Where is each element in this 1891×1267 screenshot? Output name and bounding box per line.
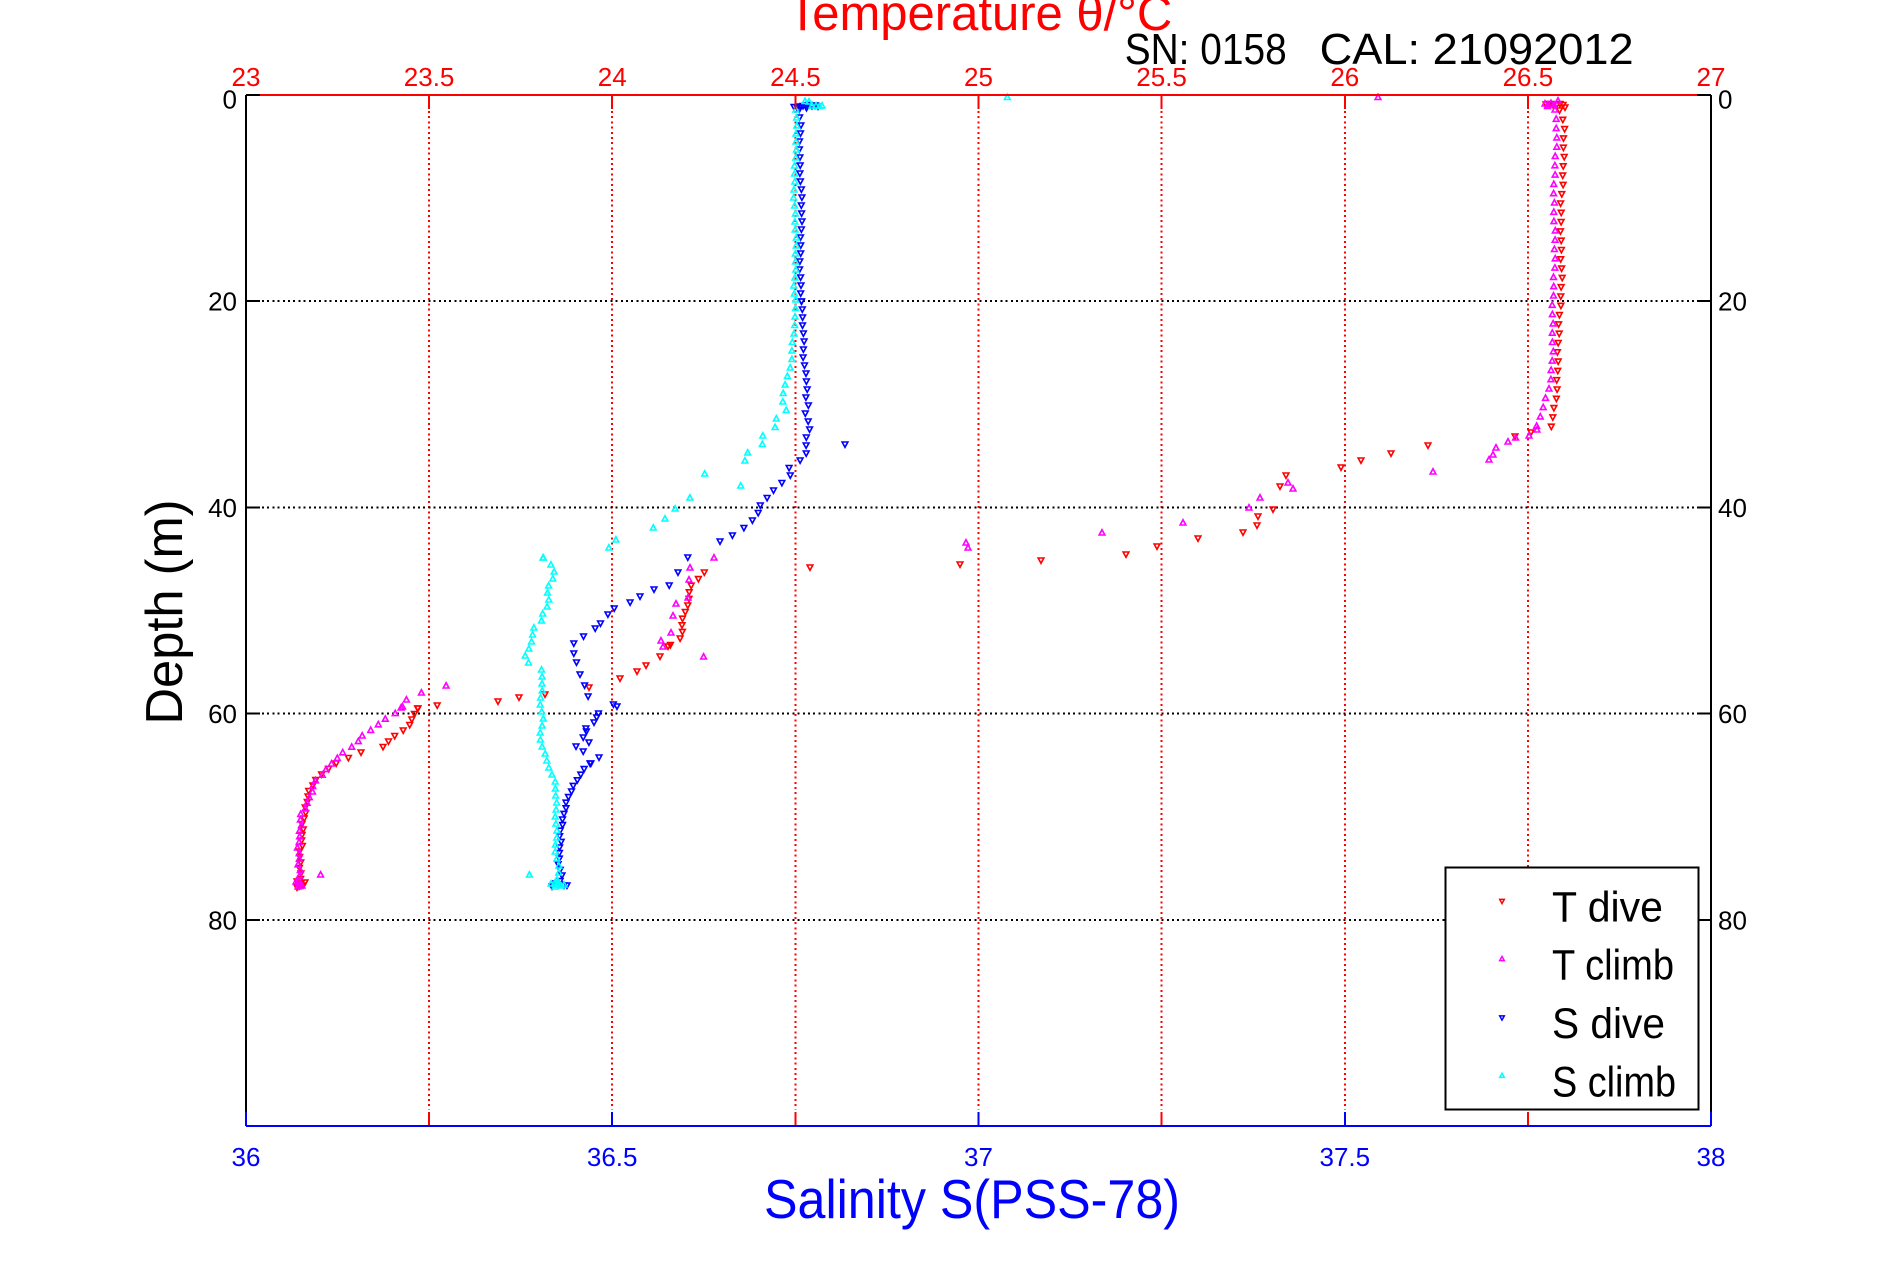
- svg-text:24.5: 24.5: [770, 62, 821, 92]
- svg-text:60: 60: [1718, 699, 1747, 729]
- svg-text:T dive: T dive: [1552, 884, 1663, 932]
- svg-text:SN: 0158: SN: 0158: [1125, 25, 1287, 74]
- svg-text:23: 23: [232, 62, 261, 92]
- svg-text:26.5: 26.5: [1503, 62, 1554, 92]
- svg-text:0: 0: [1718, 85, 1732, 115]
- svg-text:40: 40: [208, 493, 237, 523]
- svg-text:25.5: 25.5: [1136, 62, 1187, 92]
- svg-text:80: 80: [208, 905, 237, 935]
- svg-text:27: 27: [1697, 62, 1726, 92]
- svg-text:20: 20: [208, 287, 237, 317]
- svg-text:Depth (m): Depth (m): [136, 500, 194, 725]
- svg-text:36: 36: [232, 1142, 261, 1172]
- svg-text:25: 25: [964, 62, 993, 92]
- svg-text:CAL: 21092012: CAL: 21092012: [1320, 25, 1634, 74]
- svg-text:38: 38: [1697, 1142, 1726, 1172]
- svg-text:23.5: 23.5: [404, 62, 455, 92]
- svg-text:80: 80: [1718, 905, 1747, 935]
- svg-text:24: 24: [598, 62, 627, 92]
- svg-text:37: 37: [964, 1142, 993, 1172]
- svg-text:0: 0: [223, 85, 237, 115]
- svg-text:26: 26: [1330, 62, 1359, 92]
- svg-text:37.5: 37.5: [1319, 1142, 1370, 1172]
- svg-text:S climb: S climb: [1552, 1058, 1676, 1106]
- svg-text:36.5: 36.5: [587, 1142, 638, 1172]
- svg-text:40: 40: [1718, 493, 1747, 523]
- svg-text:20: 20: [1718, 287, 1747, 317]
- svg-text:Temperature θ/°C: Temperature θ/°C: [788, 0, 1173, 41]
- svg-text:60: 60: [208, 699, 237, 729]
- svg-text:T climb: T climb: [1552, 942, 1674, 990]
- svg-text:S dive: S dive: [1552, 1000, 1665, 1048]
- svg-text:Salinity S(PSS-78): Salinity S(PSS-78): [764, 1168, 1180, 1230]
